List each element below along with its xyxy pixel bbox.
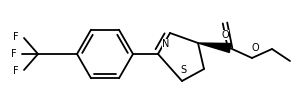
Text: F: F bbox=[13, 32, 19, 42]
Text: S: S bbox=[180, 65, 186, 75]
Text: N: N bbox=[162, 39, 170, 49]
Text: O: O bbox=[221, 30, 229, 40]
Text: F: F bbox=[13, 66, 19, 76]
Polygon shape bbox=[198, 43, 231, 52]
Text: F: F bbox=[11, 49, 17, 59]
Text: O: O bbox=[251, 43, 259, 53]
